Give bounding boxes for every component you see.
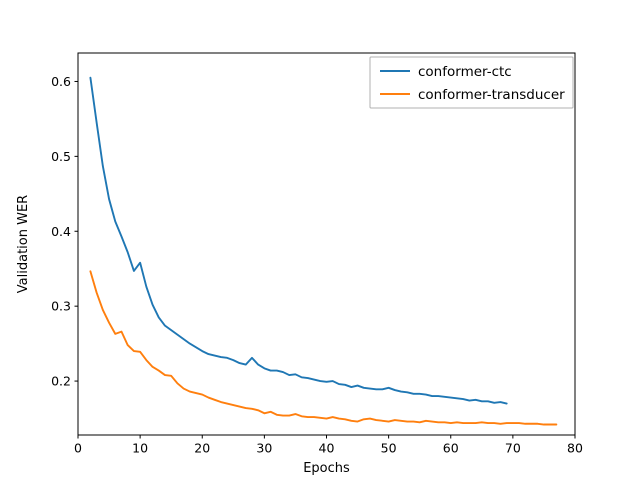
x-tick-label: 10 [132, 441, 148, 456]
chart-legend[interactable]: conformer-ctc conformer-transducer [369, 56, 574, 109]
legend-label-conformer-transducer: conformer-transducer [418, 87, 565, 103]
y-axis-title: Validation WER [16, 195, 31, 293]
x-tick-label: 70 [505, 441, 521, 456]
y-tick-label: 0.5 [51, 149, 71, 164]
legend-label-conformer-ctc: conformer-ctc [418, 64, 512, 80]
x-axis-title: Epochs [303, 461, 350, 476]
axis-tick-labels: 0 10 20 30 40 50 60 70 80 0.2 0.3 0.4 0.5 0.6 [51, 74, 583, 456]
series-line-conformer-transducer [89, 270, 558, 426]
x-tick-label: 50 [381, 441, 397, 456]
x-tick-label: 30 [256, 441, 272, 456]
y-tick-label: 0.6 [51, 74, 71, 89]
x-tick-label: 20 [194, 441, 210, 456]
x-tick-label: 40 [319, 441, 335, 456]
axis-ticks [74, 80, 576, 439]
x-tick-label: 0 [74, 441, 82, 456]
data-series-group [89, 76, 558, 426]
axes-frame [77, 52, 576, 436]
y-tick-label: 0.2 [51, 374, 71, 389]
y-tick-label: 0.3 [51, 299, 71, 314]
x-tick-label: 80 [567, 441, 583, 456]
y-tick-label: 0.4 [51, 224, 71, 239]
series-line-conformer-ctc [89, 76, 508, 405]
x-tick-label: 60 [443, 441, 459, 456]
